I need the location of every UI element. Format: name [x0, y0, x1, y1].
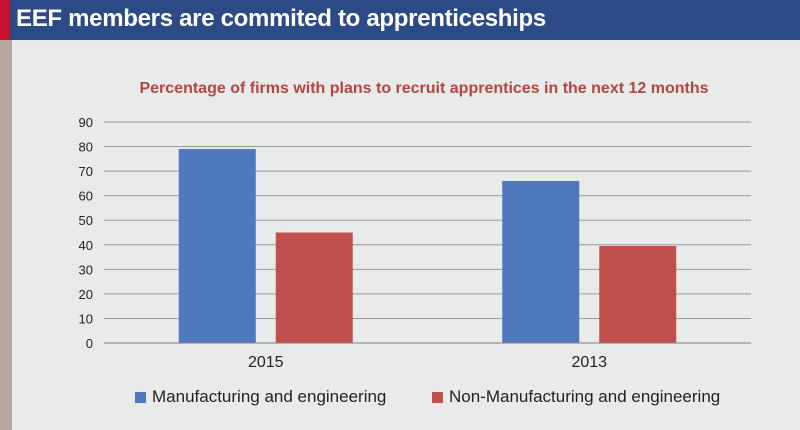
y-tick-label: 80: [79, 140, 93, 155]
legend: Manufacturing and engineering Non-Manufa…: [0, 386, 800, 410]
legend-label-series-1: Manufacturing and engineering: [152, 387, 387, 406]
y-tick-label: 0: [86, 336, 93, 351]
y-tick-label: 30: [79, 262, 93, 277]
y-tick-label: 70: [79, 164, 93, 179]
y-tick-label: 90: [79, 115, 93, 130]
y-axis-ticks: 0 10 20 30 40 50 60 70 80 90: [79, 115, 93, 351]
y-tick-label: 20: [79, 287, 93, 302]
bar-2013-series-1: [502, 180, 580, 343]
legend-label-series-2: Non-Manufacturing and engineering: [449, 387, 721, 406]
legend-swatch-series-1: [135, 392, 146, 403]
chart-panel: [12, 40, 800, 430]
y-tick-label: 40: [79, 238, 93, 253]
legend-swatch-series-2: [432, 392, 443, 403]
x-tick-label: 2015: [248, 354, 284, 371]
bar-2015-series-2: [275, 232, 353, 343]
bars: [178, 149, 677, 343]
header-accent-bar: [0, 0, 10, 40]
x-tick-label: 2013: [571, 354, 607, 371]
side-strip: [0, 40, 12, 430]
bar-2013-series-2: [599, 246, 677, 343]
bar-2015-series-1: [178, 149, 256, 343]
y-tick-label: 50: [79, 213, 93, 228]
y-tick-label: 60: [79, 189, 93, 204]
chart-title: Percentage of firms with plans to recrui…: [139, 80, 709, 97]
header-bar: [0, 0, 800, 40]
page-title: EEF members are commited to apprenticesh…: [16, 5, 546, 32]
y-tick-label: 10: [79, 311, 93, 326]
category-labels: 2015 2013: [248, 354, 607, 371]
